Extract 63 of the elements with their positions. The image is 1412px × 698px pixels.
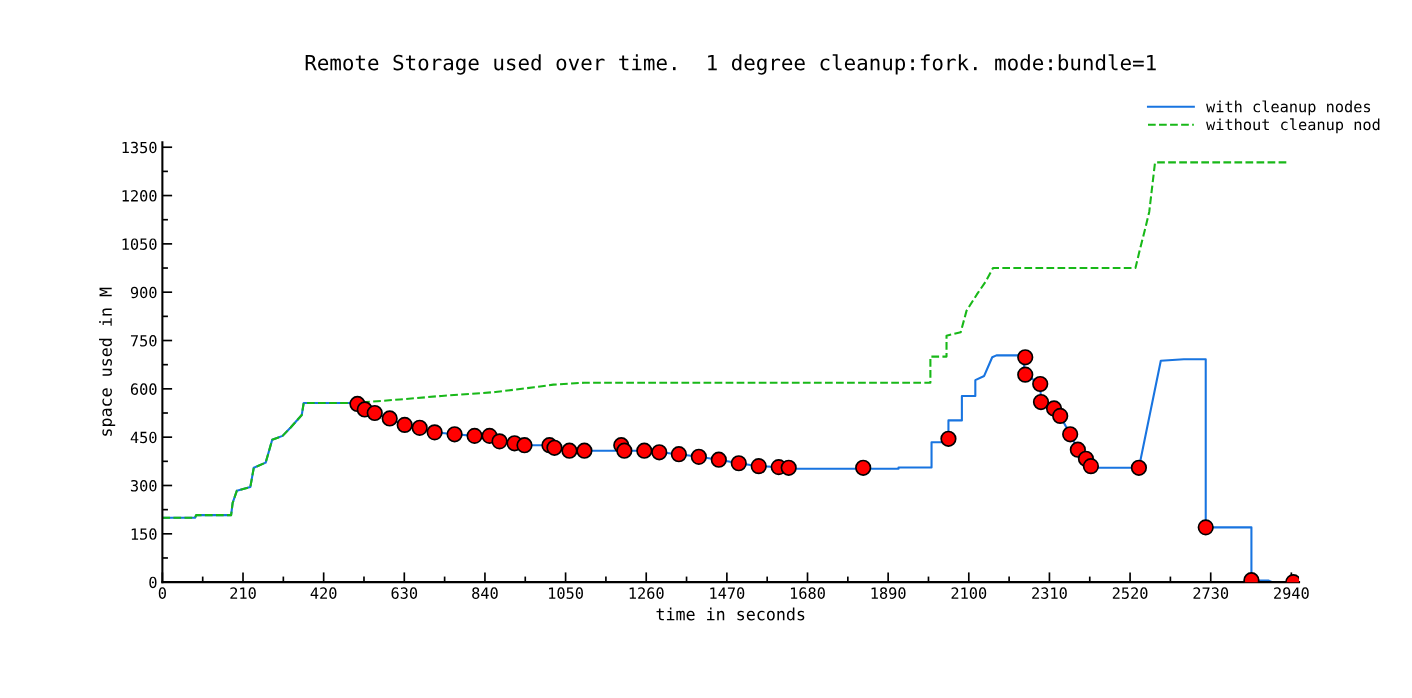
x-tick-label: 2940 — [1274, 587, 1309, 599]
x-tick-label: 2100 — [951, 587, 987, 599]
point — [690, 448, 707, 465]
x-tick-label: 2310 — [1032, 587, 1067, 599]
x-tick-label: 0 — [158, 587, 166, 599]
x-tick-label: 1680 — [790, 587, 825, 599]
y-tick-label: 0 — [149, 576, 157, 589]
point — [576, 442, 593, 459]
point — [366, 404, 383, 422]
x-tick-label: 840 — [472, 587, 498, 599]
point — [1032, 393, 1050, 411]
point — [561, 442, 578, 459]
point — [616, 442, 633, 459]
y-tick-label: 150 — [131, 528, 157, 540]
point — [466, 427, 483, 444]
point — [516, 437, 533, 454]
y-tick-label: 450 — [130, 431, 157, 444]
x-axis-title: time in seconds — [656, 607, 805, 621]
point — [446, 426, 463, 443]
point — [1130, 459, 1148, 476]
point — [1197, 519, 1214, 536]
point — [491, 433, 508, 450]
y-tick-label: 1350 — [122, 141, 157, 154]
y-tick-label: 1200 — [122, 190, 157, 202]
legend-label: without cleanup nod — [1206, 118, 1380, 134]
point — [381, 410, 398, 427]
legend-label: with cleanup nodes — [1206, 100, 1371, 116]
point — [1062, 426, 1079, 443]
point — [546, 439, 563, 456]
point — [1017, 349, 1034, 366]
x-tick-label: 630 — [391, 587, 418, 599]
y-tick-label: 300 — [130, 479, 157, 492]
point — [651, 444, 668, 461]
point — [1052, 407, 1069, 425]
point — [1032, 375, 1049, 393]
point — [750, 458, 767, 475]
point — [1017, 366, 1034, 383]
y-tick-label: 600 — [130, 383, 157, 395]
point — [396, 416, 413, 434]
point — [670, 446, 687, 463]
x-tick-label: 1050 — [549, 587, 583, 599]
x-tick-label: 420 — [310, 587, 337, 599]
point — [780, 459, 797, 476]
point — [636, 442, 653, 459]
x-tick-label: 2730 — [1193, 587, 1229, 599]
point — [730, 455, 747, 472]
y-tick-label: 1050 — [122, 238, 157, 250]
y-tick-label: 900 — [130, 286, 157, 299]
point — [940, 430, 957, 447]
x-tick-label: 2520 — [1112, 587, 1148, 599]
line-series — [162, 161, 1289, 519]
y-axis-title: space used in M — [99, 287, 116, 436]
chart-title: Remote Storage used over time. 1 degree cleanup:fork. mode:bundle=1 — [305, 54, 1156, 75]
x-tick-label: 1470 — [710, 587, 745, 599]
x-tick-label: 1260 — [629, 587, 664, 599]
y-tick-label: 750 — [130, 335, 157, 347]
x-tick-label: 1890 — [871, 587, 906, 599]
point — [411, 419, 428, 436]
point — [855, 459, 872, 476]
point — [426, 424, 443, 441]
point — [710, 451, 727, 468]
x-tick-label: 210 — [230, 587, 256, 599]
point — [1082, 458, 1100, 475]
